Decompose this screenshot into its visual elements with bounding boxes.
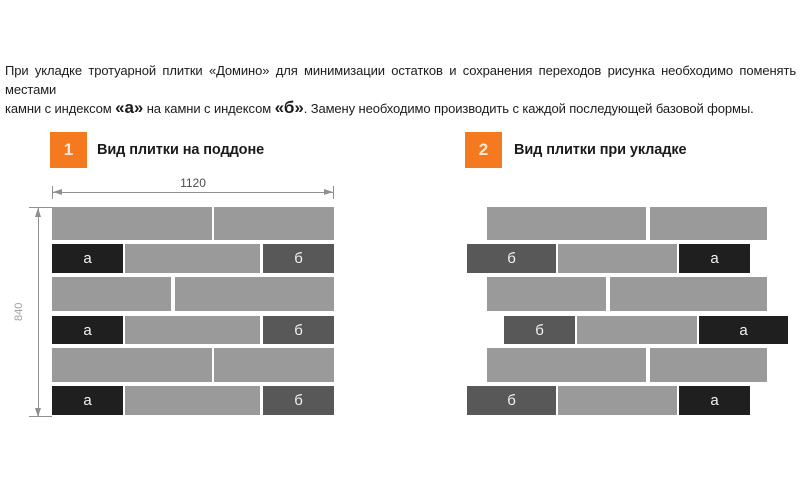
tile-a: а	[679, 386, 750, 415]
section-1-badge: 1	[50, 132, 87, 168]
tile-label-a: а	[739, 321, 748, 339]
section-2-badge: 2	[465, 132, 502, 168]
tile-gray	[650, 207, 767, 240]
tile-gray	[577, 316, 697, 344]
tile-gray	[125, 386, 260, 415]
width-dimension-arrow-right	[324, 189, 333, 195]
index-b-emphasis: «б»	[274, 98, 304, 117]
tile-label-b: б	[535, 321, 544, 339]
tile-gray	[125, 316, 260, 344]
tile-gray	[175, 277, 334, 311]
tile-b: б	[467, 386, 556, 415]
tile-a: а	[52, 316, 123, 344]
tile-label-a: а	[83, 392, 92, 409]
width-dimension-arrow-left	[53, 189, 62, 195]
tile-gray	[52, 277, 171, 311]
width-dimension-label: 1120	[180, 176, 206, 190]
section-1-title: Вид плитки на поддоне	[97, 142, 265, 158]
height-dimension-arrow-up	[35, 208, 41, 217]
intro-line-2: камни с индексом «а» на камни с индексом…	[5, 99, 796, 118]
tile-gray	[487, 207, 646, 240]
tile-gray	[214, 348, 334, 382]
tile-label-b: б	[507, 250, 516, 267]
height-dimension-arrow-down	[35, 408, 41, 417]
intro-line-1: При укладке тротуарной плитки «Домино» д…	[5, 63, 796, 97]
tile-label-b: б	[294, 250, 303, 267]
width-dimension-extension-left	[52, 186, 53, 199]
height-dimension-line	[38, 207, 39, 417]
tile-b: б	[504, 316, 575, 344]
tile-b: б	[263, 316, 334, 344]
tile-a: а	[52, 386, 123, 415]
tile-gray	[214, 207, 334, 240]
height-dimension-extension-top	[29, 207, 52, 208]
tile-label-a: а	[710, 250, 719, 267]
intro-line2-post: . Замену необходимо производить с каждой…	[303, 101, 754, 116]
tile-gray	[558, 244, 677, 273]
tile-label-a: а	[83, 321, 92, 339]
width-dimension-line	[52, 192, 334, 193]
tile-label-b: б	[294, 321, 303, 339]
tile-gray	[610, 277, 767, 311]
tile-a: а	[679, 244, 750, 273]
tile-label-b: б	[294, 392, 303, 409]
intro-text: При укладке тротуарной плитки «Домино» д…	[5, 61, 796, 118]
tile-label-a: а	[710, 392, 719, 409]
tile-gray	[558, 386, 677, 415]
tile-b: б	[263, 244, 334, 273]
tile-label-a: а	[83, 250, 92, 267]
tile-gray	[52, 348, 212, 382]
tile-gray	[487, 277, 606, 311]
tile-b: б	[467, 244, 556, 273]
tile-label-b: б	[507, 392, 516, 409]
tile-b: б	[263, 386, 334, 415]
tile-gray	[487, 348, 646, 382]
width-dimension-extension-right	[333, 186, 334, 199]
tile-a: а	[699, 316, 788, 344]
intro-line2-pre: камни с индексом	[5, 101, 116, 116]
tile-gray	[650, 348, 767, 382]
section-2-title: Вид плитки при укладке	[514, 142, 687, 158]
tile-gray	[52, 207, 212, 240]
intro-line2-mid: на камни с индексом	[143, 101, 275, 116]
index-a-emphasis: «а»	[115, 98, 144, 117]
tile-a: а	[52, 244, 123, 273]
tile-gray	[125, 244, 260, 273]
